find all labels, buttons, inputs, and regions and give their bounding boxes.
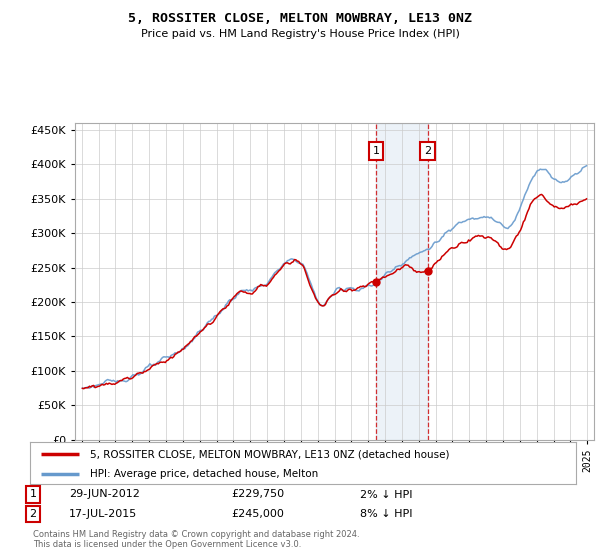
Text: HPI: Average price, detached house, Melton: HPI: Average price, detached house, Melt… (90, 469, 319, 479)
Text: £245,000: £245,000 (231, 509, 284, 519)
Text: 17-JUL-2015: 17-JUL-2015 (69, 509, 137, 519)
Text: 1: 1 (373, 146, 379, 156)
Bar (376, 123, 428, 440)
Text: 2% ↓ HPI: 2% ↓ HPI (360, 489, 413, 500)
Text: 8% ↓ HPI: 8% ↓ HPI (360, 509, 413, 519)
Text: 2: 2 (424, 146, 431, 156)
Text: Price paid vs. HM Land Registry's House Price Index (HPI): Price paid vs. HM Land Registry's House … (140, 29, 460, 39)
Text: 5, ROSSITER CLOSE, MELTON MOWBRAY, LE13 0NZ (detached house): 5, ROSSITER CLOSE, MELTON MOWBRAY, LE13 … (90, 449, 449, 459)
Text: 5, ROSSITER CLOSE, MELTON MOWBRAY, LE13 0NZ: 5, ROSSITER CLOSE, MELTON MOWBRAY, LE13 … (128, 12, 472, 25)
Text: 1: 1 (29, 489, 37, 500)
Text: 29-JUN-2012: 29-JUN-2012 (69, 489, 140, 500)
Text: Contains HM Land Registry data © Crown copyright and database right 2024.
This d: Contains HM Land Registry data © Crown c… (33, 530, 359, 549)
Text: £229,750: £229,750 (231, 489, 284, 500)
Text: 2: 2 (29, 509, 37, 519)
